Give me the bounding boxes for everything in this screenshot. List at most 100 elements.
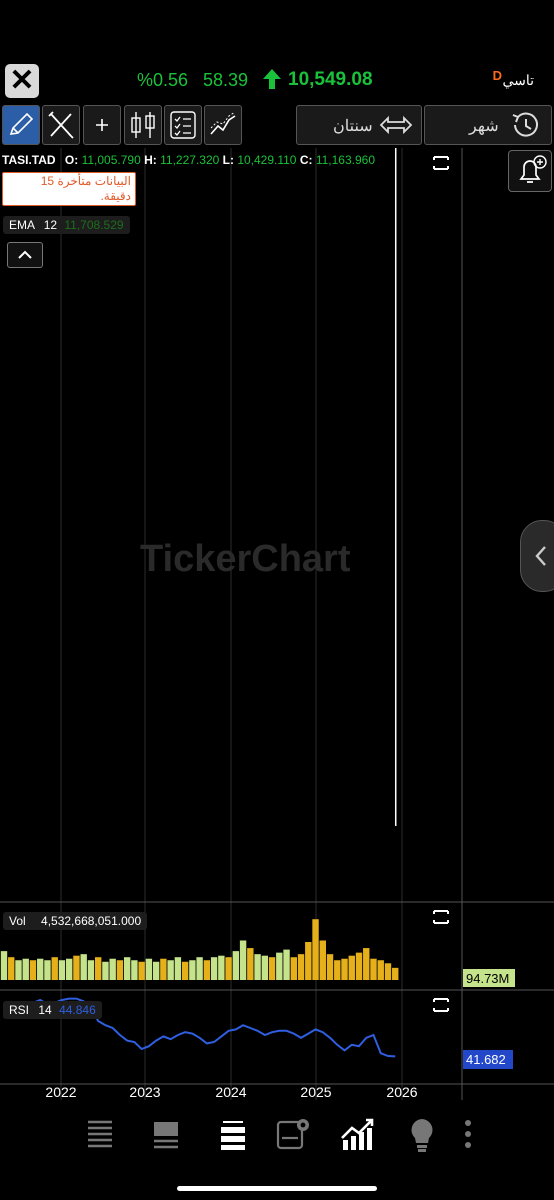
tools-button[interactable] (42, 105, 80, 145)
volume-bar (261, 955, 269, 980)
rsi-line (3, 997, 396, 1058)
close-button[interactable]: ✕ (5, 64, 39, 98)
x-tick-label: 2026 (386, 1084, 417, 1100)
volume-bar (225, 957, 232, 980)
interval-selector[interactable]: شهر (424, 105, 552, 145)
volume-bar (87, 960, 95, 980)
volume-bar (44, 960, 51, 980)
rsi-tag-box (463, 1050, 513, 1069)
volume-bar (254, 954, 261, 980)
rsi-label: RSI (9, 1003, 30, 1017)
arrow-up-icon (263, 69, 281, 89)
volume-bar (363, 948, 370, 980)
rsi-maximize-icon[interactable] (432, 997, 450, 1013)
volume-bar (203, 960, 211, 980)
watermark: TickerChart (140, 538, 351, 580)
volume-bar (232, 951, 240, 980)
volume-bar (102, 961, 109, 980)
price-chart[interactable]: 14,40014,000.00013,600.00013,200.00012,8… (0, 148, 554, 1100)
symbol-flag: D (492, 68, 502, 83)
open-label: O: (64, 153, 79, 167)
volume-bar (305, 942, 312, 980)
rsi-tag: 41.682 (466, 1052, 506, 1067)
ema-legend[interactable]: EMA 12 11,708.529 (3, 216, 130, 234)
range-selector[interactable]: سنتان (296, 105, 422, 145)
volume-bar (392, 967, 399, 980)
volume-bar (15, 960, 22, 980)
indicators-icon (210, 111, 236, 135)
volume-bar (22, 958, 29, 980)
chevron-left-icon (535, 546, 546, 566)
volume-maximize-icon[interactable] (432, 909, 450, 925)
volume-bar (290, 957, 297, 980)
volume-bar (348, 955, 355, 980)
volume-bar (312, 919, 319, 980)
volume-bar (297, 954, 305, 980)
volume-bar (138, 961, 145, 980)
side-panel-toggle[interactable] (520, 520, 554, 592)
volume-label: Vol (9, 914, 26, 928)
news-icon[interactable] (150, 1118, 182, 1152)
interval-label: شهر (469, 118, 499, 135)
volume-bar (29, 960, 37, 980)
volume-bar (268, 957, 276, 980)
volume-bar (341, 958, 348, 980)
collapse-legend-button[interactable] (7, 242, 43, 268)
bell-plus-icon (519, 155, 547, 183)
volume-bar (196, 957, 203, 980)
ema-value: 11,708.529 (64, 218, 124, 232)
volume-bar (239, 940, 247, 980)
volume-bar (152, 961, 160, 980)
low-label: L: (222, 153, 234, 167)
more-icon[interactable] (460, 1118, 476, 1152)
volume-bar (276, 952, 283, 980)
volume-bar (123, 957, 131, 980)
ema-label: EMA (9, 218, 35, 232)
x-tick-label: 2025 (300, 1084, 331, 1100)
rsi-legend: RSI 14 44.846 (3, 1001, 102, 1019)
x-tick-label: 2023 (129, 1084, 160, 1100)
draw-tool-button[interactable] (2, 105, 40, 145)
volume-bar (51, 957, 58, 980)
ticker-label: TASI.TAD (2, 153, 56, 167)
chart-type-button[interactable] (124, 105, 162, 145)
list-icon[interactable] (84, 1118, 116, 1152)
volume-bar (37, 958, 44, 980)
volume-bar (0, 951, 8, 980)
x-tick-label: 2022 (45, 1084, 76, 1100)
volume-bar (334, 960, 341, 980)
maximize-icon[interactable] (432, 155, 450, 171)
change-value: 58.39 (203, 70, 249, 90)
templates-button[interactable] (164, 105, 202, 145)
volume-legend: Vol 4,532,668,051.000 (3, 912, 148, 930)
crosshair-button[interactable] (83, 105, 121, 145)
volume-bar (116, 960, 124, 980)
volume-bar (174, 957, 182, 980)
orderbook-icon[interactable] (217, 1118, 249, 1152)
volume-bar (247, 948, 254, 980)
range-label: سنتان (333, 118, 373, 135)
chart-icon[interactable] (340, 1116, 376, 1152)
portfolio-settings-icon[interactable] (275, 1116, 313, 1152)
home-indicator (177, 1186, 377, 1191)
ohlc-line: TASI.TAD O: 11,005.790 H: 11,227.320 L: … (2, 153, 375, 167)
volume-bar (109, 958, 116, 980)
volume-bar (66, 958, 73, 980)
delay-notice: البيانات متأخرة 15 دقيقة. (2, 172, 136, 206)
indicators-button[interactable] (204, 105, 242, 145)
volume-bar (73, 955, 80, 980)
symbol-name[interactable]: تاسي (502, 72, 534, 88)
volume-bar (8, 957, 15, 980)
volume-bar (94, 957, 102, 980)
open-value: 11,005.790 (81, 153, 141, 167)
ema-period: 12 (43, 218, 58, 232)
volume-tag-box (463, 969, 515, 987)
volume-bar (181, 961, 189, 980)
volume-bar (326, 954, 334, 980)
volume-bar (80, 954, 87, 980)
volume-bar (58, 960, 66, 980)
volume-bar (189, 960, 196, 980)
volume-bar (370, 958, 377, 980)
idea-icon[interactable] (407, 1116, 437, 1154)
add-alert-button[interactable] (508, 150, 552, 192)
